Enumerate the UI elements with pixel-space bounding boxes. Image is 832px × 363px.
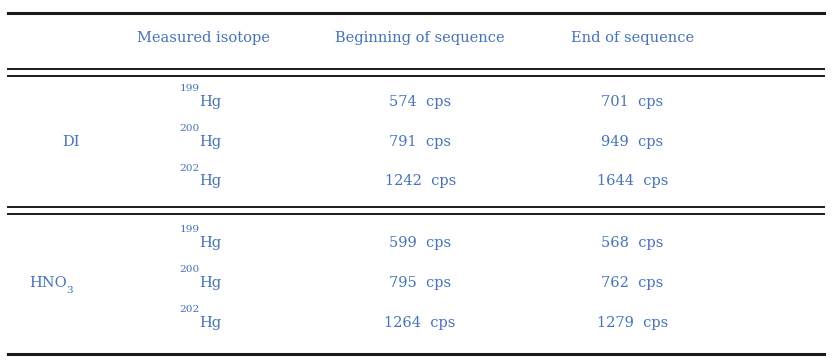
Text: 1264  cps: 1264 cps	[384, 316, 456, 330]
Text: 791  cps: 791 cps	[389, 135, 451, 148]
Text: 202: 202	[180, 305, 200, 314]
Text: 202: 202	[180, 164, 200, 173]
Text: 199: 199	[180, 84, 200, 93]
Text: Hg: Hg	[200, 135, 222, 148]
Text: End of sequence: End of sequence	[571, 31, 694, 45]
Text: Hg: Hg	[200, 276, 222, 290]
Text: Beginning of sequence: Beginning of sequence	[335, 31, 505, 45]
Text: Measured isotope: Measured isotope	[137, 31, 270, 45]
Text: 762  cps: 762 cps	[602, 276, 663, 290]
Text: Hg: Hg	[200, 95, 222, 109]
Text: 568  cps: 568 cps	[602, 236, 663, 250]
Text: 949  cps: 949 cps	[602, 135, 663, 148]
Text: Hg: Hg	[200, 316, 222, 330]
Text: 1279  cps: 1279 cps	[597, 316, 668, 330]
Text: Hg: Hg	[200, 175, 222, 188]
Text: HNO: HNO	[29, 276, 67, 290]
Text: 1242  cps: 1242 cps	[384, 175, 456, 188]
Text: 599  cps: 599 cps	[389, 236, 451, 250]
Text: 795  cps: 795 cps	[389, 276, 451, 290]
Text: Hg: Hg	[200, 236, 222, 250]
Text: 199: 199	[180, 225, 200, 234]
Text: 701  cps: 701 cps	[602, 95, 663, 109]
Text: 3: 3	[67, 286, 73, 295]
Text: 200: 200	[180, 265, 200, 274]
Text: 1644  cps: 1644 cps	[597, 175, 668, 188]
Text: 574  cps: 574 cps	[389, 95, 451, 109]
Text: DI: DI	[62, 135, 80, 148]
Text: 200: 200	[180, 124, 200, 133]
